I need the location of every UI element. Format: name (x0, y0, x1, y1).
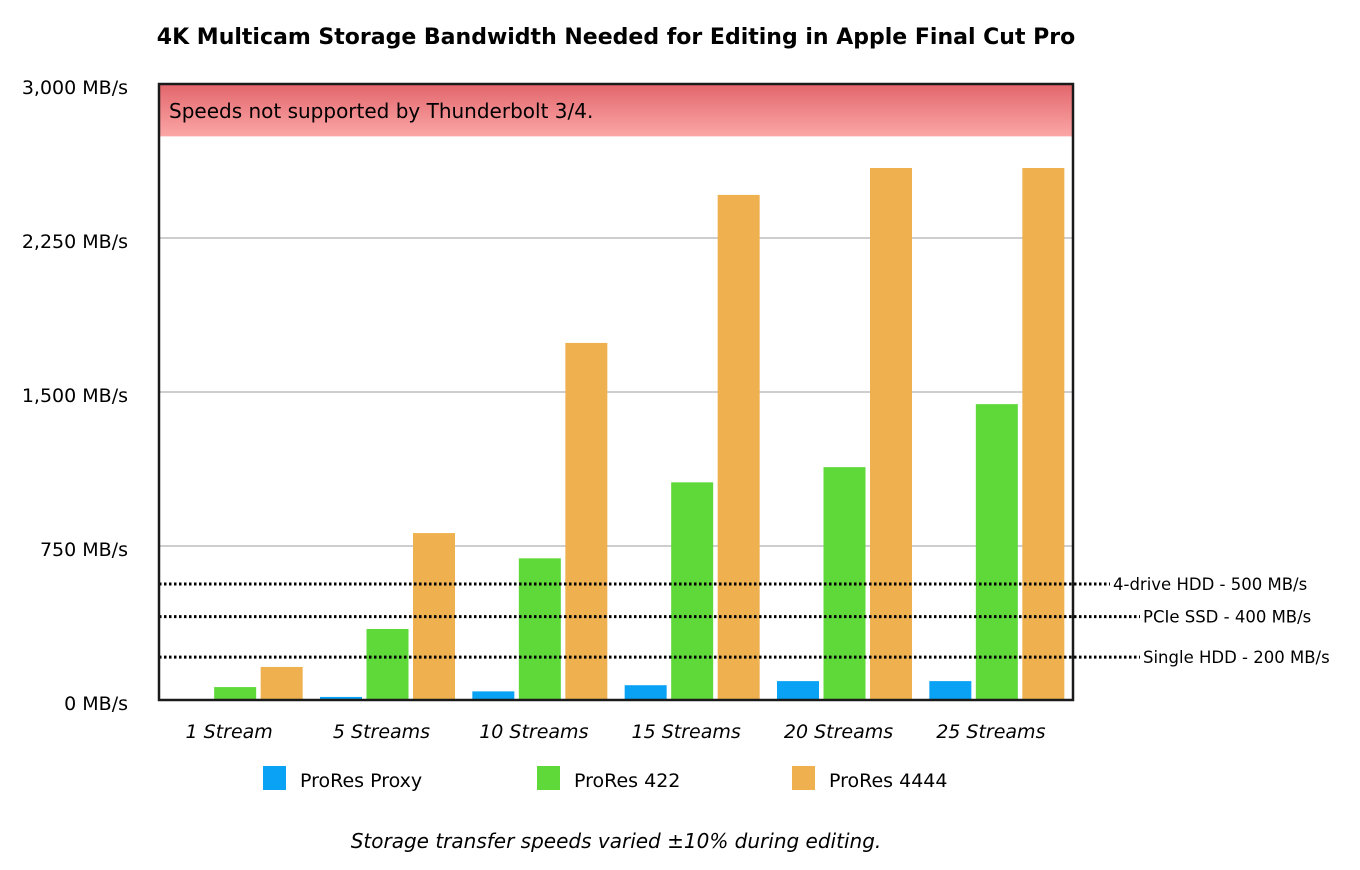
footnote: Storage transfer speeds varied ±10% duri… (351, 829, 882, 853)
bar-prores-422-1-stream (214, 687, 257, 700)
x-tick-label: 10 Streams (479, 721, 588, 743)
bar-prores-proxy-25-streams (929, 681, 972, 700)
plot-border (157, 82, 1075, 702)
bar-prores-4444-15-streams (717, 194, 760, 700)
reference-line-label: 4-drive HDD - 500 MB/s (1113, 575, 1307, 594)
y-axis-tick-labels: 0 MB/s 750 MB/s 1,500 MB/s 2,250 MB/s 3,000 … (22, 77, 128, 715)
unsupported-band-label: Speeds not supported by Thunderbolt 3/4. (169, 99, 593, 123)
unsupported-band-rect (159, 84, 1073, 137)
legend-swatch-prores-422 (537, 766, 560, 790)
x-tick-label: 1 Stream (186, 721, 273, 743)
legend-swatch-prores-4444 (792, 766, 815, 790)
gridlines (159, 237, 1073, 547)
x-axis-tick-labels: 1 Stream 5 Streams 10 Streams 15 Streams 20 … (186, 721, 1046, 743)
bar-prores-4444-10-streams (565, 342, 608, 700)
y-tick-label: 750 MB/s (40, 539, 128, 561)
bar-prores-4444-20-streams (870, 167, 912, 701)
x-tick-label: 15 Streams (632, 721, 741, 743)
bars (167, 167, 1065, 701)
x-tick-label: 5 Streams (333, 721, 430, 743)
x-tick-label: 25 Streams (936, 721, 1045, 743)
chart-title: 4K Multicam Storage Bandwidth Needed for… (157, 25, 1075, 50)
legend: ProRes Proxy ProRes 422 ProRes 4444 (263, 766, 947, 792)
reference-line-label: Single HDD - 200 MB/s (1143, 648, 1330, 667)
bar-prores-proxy-15-streams (624, 685, 667, 700)
legend-label: ProRes 422 (574, 770, 680, 792)
plot-frame (157, 82, 1075, 702)
bar-prores-4444-25-streams (1022, 167, 1065, 701)
bar-prores-422-5-streams (366, 628, 409, 700)
legend-label: ProRes Proxy (300, 770, 422, 792)
bar-prores-proxy-10-streams (472, 691, 515, 700)
bar-prores-proxy-5-streams (320, 696, 362, 700)
y-tick-label: 1,500 MB/s (22, 385, 128, 407)
bar-prores-422-15-streams (671, 482, 714, 700)
bar-prores-proxy-20-streams (777, 681, 819, 700)
y-tick-label: 0 MB/s (64, 693, 128, 715)
unsupported-speed-region: Speeds not supported by Thunderbolt 3/4. (159, 84, 1073, 137)
y-tick-label: 3,000 MB/s (22, 77, 128, 99)
legend-swatch-prores-proxy (263, 766, 286, 790)
x-tick-label: 20 Streams (784, 721, 893, 743)
bar-prores-4444-1-stream (260, 666, 303, 700)
y-tick-label: 2,250 MB/s (22, 231, 128, 253)
reference-line-label: PCIe SSD - 400 MB/s (1143, 608, 1311, 627)
legend-label: ProRes 4444 (829, 770, 947, 792)
bar-prores-422-10-streams (518, 558, 561, 700)
reference-lines: 4-drive HDD - 500 MB/s PCIe SSD - 400 MB/… (159, 575, 1330, 667)
bar-prores-422-25-streams (975, 404, 1018, 700)
